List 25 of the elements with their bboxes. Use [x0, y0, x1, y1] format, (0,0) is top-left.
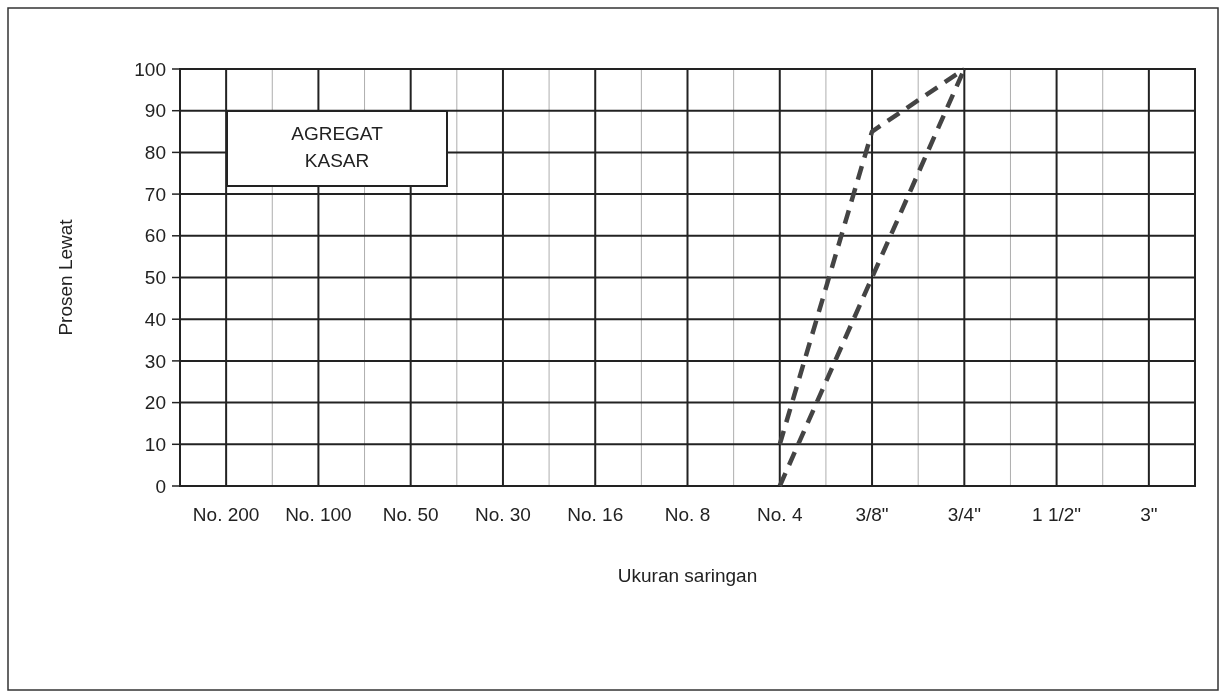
y-tick-label: 30 — [144, 350, 166, 372]
y-tick-label: 20 — [144, 392, 166, 414]
x-tick-label: 3/4" — [947, 504, 981, 525]
y-tick-label: 10 — [144, 433, 166, 455]
y-tick-label: 100 — [134, 58, 166, 80]
x-tick-label: No. 50 — [382, 504, 439, 525]
x-tick-label: 1 1/2" — [1032, 504, 1082, 525]
y-axis-title: Prosen Lewat — [55, 218, 76, 336]
y-tick-label: 80 — [144, 142, 166, 164]
y-tick-label: 60 — [144, 225, 166, 247]
x-tick-label: 3" — [1140, 504, 1158, 525]
y-tick-label: 50 — [144, 267, 166, 289]
x-tick-label: No. 4 — [757, 504, 803, 525]
x-tick-label: No. 8 — [664, 504, 711, 525]
x-tick-label: 3/8" — [855, 504, 889, 525]
y-tick-label: 40 — [144, 308, 166, 330]
x-tick-label: No. 30 — [474, 504, 531, 525]
x-axis-title: Ukuran saringan — [617, 565, 758, 586]
x-tick-label: No. 200 — [192, 504, 260, 525]
y-tick-label: 90 — [144, 100, 166, 122]
x-tick-label: No. 16 — [567, 504, 624, 525]
x-tick-label: No. 100 — [285, 504, 352, 525]
annotation: AGREGAT KASAR — [291, 123, 384, 171]
y-tick-label: 0 — [155, 475, 166, 497]
y-tick-label: 70 — [144, 183, 166, 205]
